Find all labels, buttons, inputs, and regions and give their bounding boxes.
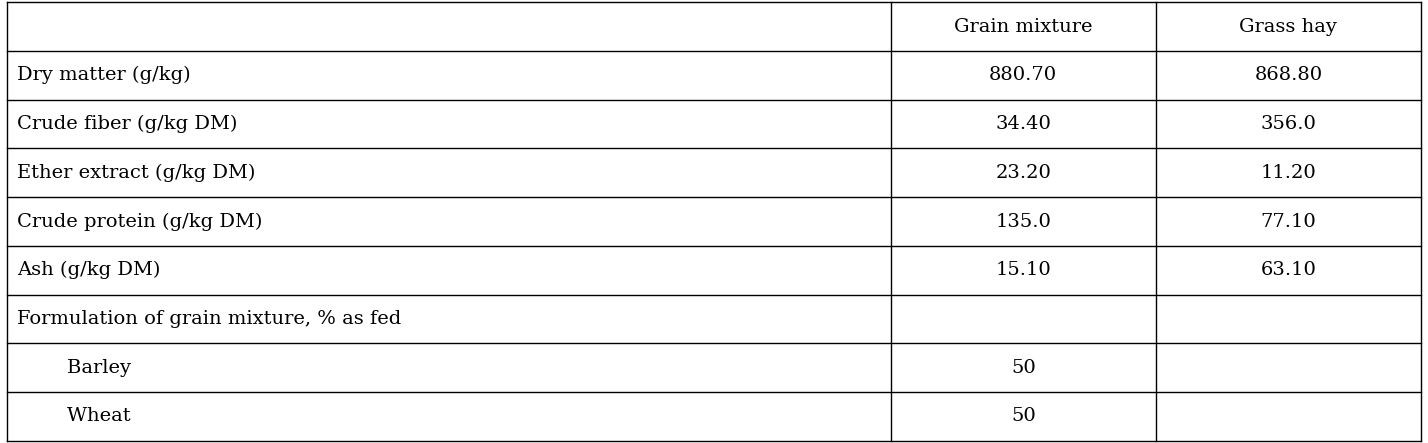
- Text: 23.20: 23.20: [995, 164, 1051, 182]
- Text: Ether extract (g/kg DM): Ether extract (g/kg DM): [17, 163, 256, 182]
- Text: 50: 50: [1011, 408, 1035, 425]
- Text: 15.10: 15.10: [995, 261, 1051, 279]
- Text: 63.10: 63.10: [1261, 261, 1317, 279]
- Text: 50: 50: [1011, 359, 1035, 377]
- Text: 135.0: 135.0: [995, 213, 1051, 230]
- Text: Barley: Barley: [17, 359, 131, 377]
- Text: Grain mixture: Grain mixture: [954, 18, 1092, 35]
- Text: Crude fiber (g/kg DM): Crude fiber (g/kg DM): [17, 115, 237, 133]
- Text: Wheat: Wheat: [17, 408, 131, 425]
- Text: 356.0: 356.0: [1261, 115, 1317, 133]
- Text: 77.10: 77.10: [1261, 213, 1317, 230]
- Text: Crude protein (g/kg DM): Crude protein (g/kg DM): [17, 212, 263, 231]
- Text: 34.40: 34.40: [995, 115, 1051, 133]
- Text: Formulation of grain mixture, % as fed: Formulation of grain mixture, % as fed: [17, 310, 401, 328]
- Text: 11.20: 11.20: [1261, 164, 1317, 182]
- Text: Grass hay: Grass hay: [1240, 18, 1337, 35]
- Text: 880.70: 880.70: [990, 66, 1057, 84]
- Text: 868.80: 868.80: [1254, 66, 1322, 84]
- Text: Dry matter (g/kg): Dry matter (g/kg): [17, 66, 191, 85]
- Text: Ash (g/kg DM): Ash (g/kg DM): [17, 261, 160, 280]
